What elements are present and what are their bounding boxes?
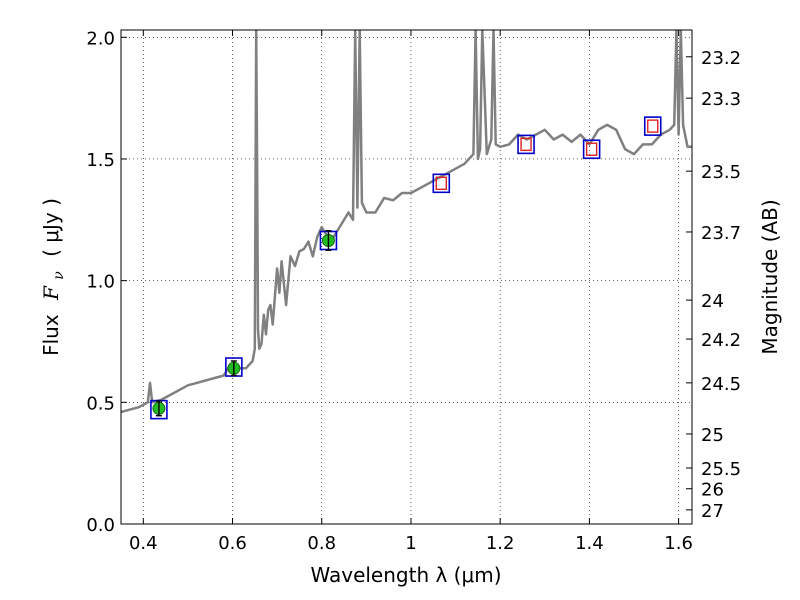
photometry-layer: [150, 116, 662, 420]
model-box-marker: [517, 134, 535, 155]
model-box-marker: [432, 173, 451, 194]
model-point-marker: [647, 119, 659, 133]
y2-tick-label: 24: [701, 291, 724, 312]
plot-area: [121, 30, 692, 420]
model-point-marker: [520, 137, 532, 152]
x-axis-title: Wavelength λ (μm): [310, 563, 501, 587]
y-tick-label: 1.0: [86, 272, 115, 293]
y2-tick-label: 23.3: [701, 89, 741, 110]
x-tick-label: 0.8: [307, 533, 336, 554]
y2-tick-label: 25.5: [701, 459, 741, 480]
x-tick-label: 0.4: [129, 533, 158, 554]
model-box-marker: [582, 139, 601, 160]
y2-tick-label: 23.5: [701, 162, 741, 183]
y-tick-label: 0.0: [86, 515, 115, 536]
y-tick-label: 2.0: [86, 28, 115, 49]
y2-tick-label: 24.5: [701, 374, 741, 395]
y-tick-label: 0.5: [86, 393, 115, 414]
model-point-marker: [585, 142, 598, 156]
y2-tick-label: 26: [701, 480, 724, 501]
y2-tick-label: 24.2: [701, 330, 741, 351]
x-tick-label: 1.6: [664, 533, 693, 554]
x-tick-label: 1.2: [486, 533, 515, 554]
y2-axis-title: Magnitude (AB): [758, 199, 782, 354]
y-axis-title: Flux F ν ( μJy ): [39, 198, 68, 356]
y2-tick-label: 27: [701, 501, 724, 522]
x-tick-label: 1: [405, 533, 416, 554]
y-axis-ticks: 0.0 0.5 1.0 1.5 2.0: [86, 28, 127, 536]
x-tick-label: 1.4: [575, 533, 604, 554]
model-point-marker: [435, 176, 447, 191]
y2-tick-label: 23.7: [701, 223, 741, 244]
y2-tick-label: 23.2: [701, 48, 741, 69]
x-tick-label: 0.6: [218, 533, 247, 554]
y2-tick-label: 25: [701, 425, 724, 446]
x-axis-ticks: 0.4 0.6 0.8 1 1.2 1.4 1.6: [129, 30, 693, 554]
plot-frame: [120, 29, 693, 525]
model-box-marker: [643, 116, 662, 136]
y-tick-label: 1.5: [86, 150, 115, 171]
